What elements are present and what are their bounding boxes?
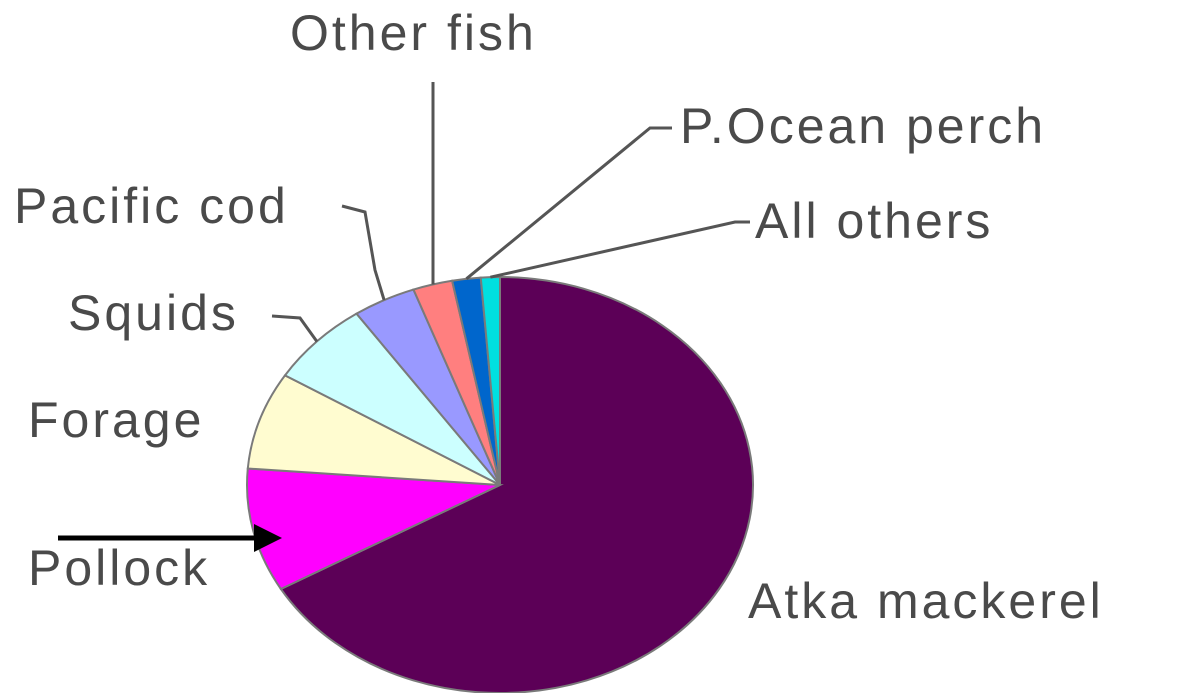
label-forage: Forage [28, 392, 204, 448]
slice-atka-mackerel [279, 275, 755, 693]
label-other-fish: Other fish [290, 5, 537, 61]
leader-line-p-ocean-perch [465, 126, 672, 280]
slice-forage [246, 374, 501, 486]
label-atka-mackerel: Atka mackerel [748, 573, 1104, 629]
label-all-others: All others [755, 193, 993, 249]
leader-line-squids [271, 314, 319, 343]
slice-labels: Atka mackerel Pollock Forage Squids Paci… [14, 5, 1104, 629]
label-squids: Squids [68, 285, 239, 341]
label-pacific-cod: Pacific cod [14, 178, 289, 234]
leader-line-all-others [490, 220, 750, 279]
leader-line-pacific-cod [341, 204, 386, 301]
slice-all-others [479, 275, 501, 486]
pie-slices [246, 275, 755, 693]
label-p-ocean-perch: P.Ocean perch [680, 98, 1046, 154]
pollock-arrow-head [254, 524, 282, 552]
leader-lines [58, 82, 750, 552]
label-pollock: Pollock [28, 540, 210, 596]
slice-pollock [246, 467, 504, 591]
